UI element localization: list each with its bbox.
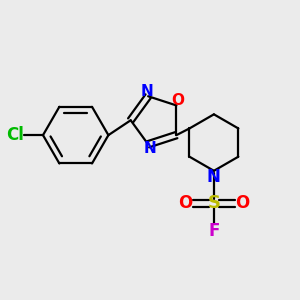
Text: Cl: Cl xyxy=(6,126,24,144)
Text: O: O xyxy=(236,194,250,212)
Text: S: S xyxy=(207,194,220,212)
Text: F: F xyxy=(208,222,220,240)
Text: O: O xyxy=(171,94,184,109)
Text: N: N xyxy=(143,141,156,156)
Text: N: N xyxy=(207,168,221,186)
Text: O: O xyxy=(178,194,192,212)
Text: N: N xyxy=(140,84,153,99)
